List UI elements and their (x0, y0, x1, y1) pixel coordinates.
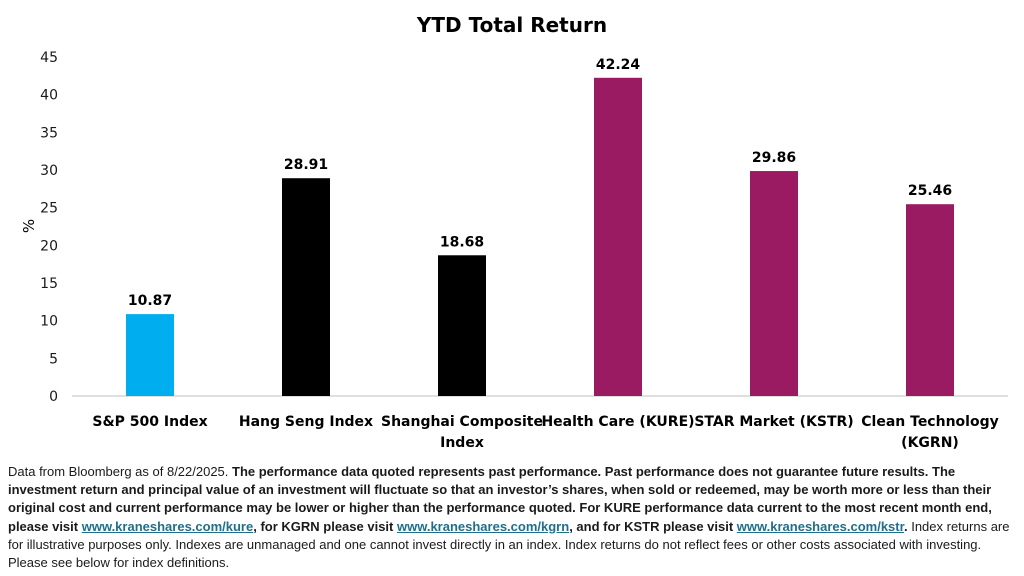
y-axis-label: % (20, 219, 38, 233)
y-tick-label: 5 (49, 351, 58, 367)
kstr-link[interactable]: www.kraneshares.com/kstr (736, 518, 904, 534)
disclaimer-kstr-text: , and for KSTR please visit (569, 518, 737, 534)
bar-chart: YTD Total Return % 0 5 10 15 20 25 30 35 40 45 10… (20, 13, 1008, 451)
y-tick-label: 20 (40, 238, 58, 254)
bar-value-label: 29.86 (752, 150, 796, 166)
x-tick-label: Clean Technology (861, 414, 998, 430)
y-tick-label: 15 (40, 276, 58, 292)
x-tick-label: S&P 500 Index (92, 414, 207, 430)
disclaimer-text: Data from Bloomberg as of 8/22/2025. The… (8, 463, 1018, 572)
bar (282, 178, 330, 396)
x-tick-label: Shanghai Composite (381, 414, 543, 430)
disclaimer-outro: Index returns are for illustrative purpo… (8, 518, 1010, 571)
disclaimer-performance-warning: The performance data quoted represents p… (8, 464, 992, 534)
bar (438, 255, 486, 396)
bar-value-label: 18.68 (440, 234, 484, 250)
bar (126, 314, 174, 396)
disclaimer-kgrn-text: , for KGRN please visit (253, 518, 397, 534)
y-tick-label: 0 (49, 389, 58, 405)
bar (750, 171, 798, 396)
bar (906, 204, 954, 396)
chart-title: YTD Total Return (416, 13, 607, 37)
bar-value-label: 28.91 (284, 157, 328, 173)
y-tick-label: 35 (40, 125, 58, 141)
bar-value-label: 25.46 (908, 183, 952, 199)
x-tick-label: STAR Market (KSTR) (694, 414, 853, 430)
kgrn-link[interactable]: www.kraneshares.com/kgrn (396, 518, 570, 534)
y-tick-label: 45 (40, 50, 58, 66)
x-tick-label: Health Care (KURE) (541, 414, 694, 430)
disclaimer-period: . (903, 518, 908, 534)
y-tick-label: 30 (40, 163, 58, 179)
y-tick-label: 25 (40, 201, 58, 217)
kure-link[interactable]: www.kraneshares.com/kure (81, 518, 254, 534)
y-tick-label: 40 (40, 88, 58, 104)
x-tick-label: (KGRN) (901, 435, 959, 451)
x-tick-label: Hang Seng Index (239, 414, 373, 430)
bar-value-label: 10.87 (128, 293, 172, 309)
disclaimer-intro: Data from Bloomberg as of 8/22/2025. (8, 464, 233, 479)
bar-value-label: 42.24 (596, 57, 641, 73)
x-tick-label: Index (440, 435, 484, 451)
y-tick-label: 10 (40, 314, 58, 330)
bar (594, 77, 642, 397)
